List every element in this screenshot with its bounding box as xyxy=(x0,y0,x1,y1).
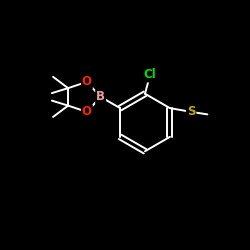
Text: B: B xyxy=(96,90,105,104)
Text: O: O xyxy=(82,106,92,118)
Text: Cl: Cl xyxy=(144,68,156,82)
Text: O: O xyxy=(82,76,92,88)
Text: S: S xyxy=(187,106,196,118)
